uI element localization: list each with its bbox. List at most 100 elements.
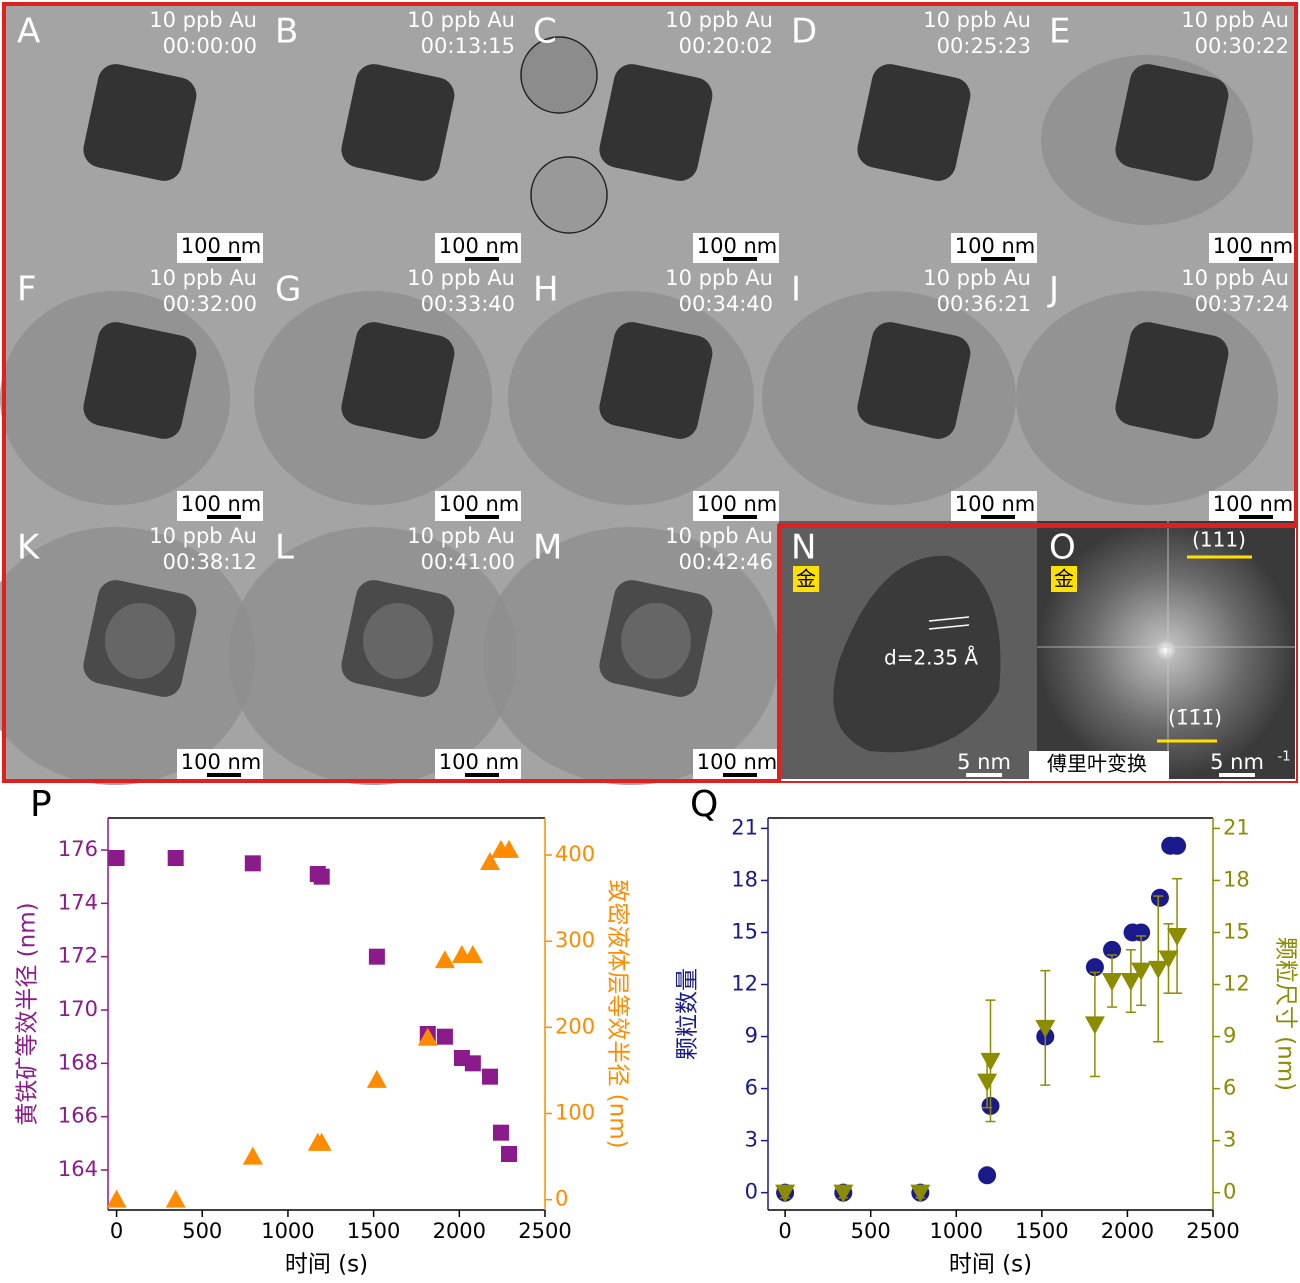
condition-label: 10 ppb Au — [407, 524, 515, 548]
time-label: 00:42:46 — [679, 550, 773, 574]
point — [1035, 1019, 1056, 1038]
panel-letter: Q — [690, 784, 718, 825]
image-panel: O金 (111) (1̄1̄1̄) 傅里叶变换 -1 5 nm — [1029, 521, 1295, 779]
y2-tick-label: 9 — [1223, 1024, 1236, 1048]
panel-letter: D — [791, 12, 817, 52]
panel-letter: P — [30, 784, 52, 825]
y2-tick-label: 18 — [1223, 867, 1250, 891]
x-tick-label: 2000 — [1101, 1219, 1154, 1243]
point — [434, 950, 455, 969]
caption-box — [1029, 751, 1169, 779]
particle-core — [621, 603, 691, 679]
x-axis-title: 时间 (s) — [285, 1252, 368, 1278]
y2-tick-label: 400 — [555, 842, 595, 866]
condition-label: 10 ppb Au — [665, 266, 773, 290]
y-tick-label: 12 — [731, 972, 758, 996]
particle — [599, 322, 713, 439]
time-label: 00:20:02 — [679, 34, 773, 58]
condition-label: 10 ppb Au — [407, 8, 515, 32]
y-tick-label: 174 — [58, 890, 98, 914]
y-tick-label: 6 — [745, 1076, 758, 1100]
time-label: 00:41:00 — [421, 550, 515, 574]
point — [1132, 923, 1151, 942]
element-tag: 金 — [1054, 567, 1074, 591]
panel-letter: H — [533, 270, 559, 310]
fft-image — [1037, 521, 1295, 779]
spot-label: (111) — [1192, 528, 1246, 552]
point — [1167, 927, 1188, 946]
point — [313, 868, 330, 885]
time-label: 00:30:22 — [1195, 34, 1289, 58]
particle — [83, 322, 197, 439]
tag-box — [1051, 566, 1077, 592]
point — [910, 1184, 931, 1203]
x-tick-label: 0 — [110, 1219, 123, 1243]
point — [106, 1189, 127, 1208]
scale-label: 100 nm — [181, 492, 262, 516]
y-tick-label: 9 — [745, 1024, 758, 1048]
y2-tick-label: 300 — [555, 928, 595, 952]
y-tick-label: 15 — [731, 919, 758, 943]
point — [499, 839, 520, 858]
point — [492, 1124, 509, 1141]
y-tick-label: 170 — [58, 997, 98, 1021]
x-tick-label: 500 — [851, 1219, 891, 1243]
scale-label: 100 nm — [1213, 492, 1294, 516]
condition-label: 10 ppb Au — [665, 8, 773, 32]
condition-label: 10 ppb Au — [1181, 266, 1289, 290]
time-label: 00:36:21 — [937, 292, 1031, 316]
condition-label: 10 ppb Au — [149, 8, 257, 32]
point — [977, 1073, 998, 1092]
point — [167, 850, 184, 866]
panel-letter: N — [791, 528, 816, 568]
point — [479, 851, 500, 870]
condition-label: 10 ppb Au — [665, 524, 773, 548]
particle — [1115, 322, 1229, 439]
particle — [1115, 64, 1229, 181]
point — [436, 1028, 453, 1045]
point — [1102, 973, 1123, 992]
particle — [341, 64, 455, 181]
particle — [857, 64, 971, 181]
y2-axis-title: 致密液体层等效半径 (nm) — [605, 879, 631, 1148]
y2-tick-label: 200 — [555, 1014, 595, 1038]
particle-core — [363, 603, 433, 679]
highlight-frame — [778, 523, 1298, 783]
point — [481, 1068, 498, 1085]
condition-label: 10 ppb Au — [149, 524, 257, 548]
point — [462, 944, 483, 963]
time-label: 00:34:40 — [679, 292, 773, 316]
nanoparticle — [833, 555, 1001, 753]
point — [775, 1184, 796, 1203]
y2-tick-label: 15 — [1223, 919, 1250, 943]
scale-label: 100 nm — [181, 750, 262, 774]
lattice-mark — [928, 624, 970, 630]
point — [1158, 950, 1179, 969]
x-tick-label: 2500 — [1186, 1219, 1239, 1243]
y2-axis-title: 颗粒尺寸 (nm) — [1273, 937, 1299, 1091]
panel-letter: I — [791, 270, 801, 310]
scale-label: 100 nm — [955, 492, 1036, 516]
point — [1168, 836, 1187, 855]
lattice-mark — [928, 616, 970, 622]
x-tick-label: 1000 — [261, 1219, 314, 1243]
image-panel: N金 d=2.35 Å 5 nm — [779, 521, 1037, 779]
condition-label: 10 ppb Au — [407, 266, 515, 290]
scale-label: 5 nm — [1210, 750, 1264, 774]
scale-label: 100 nm — [1213, 234, 1294, 258]
particle — [857, 322, 971, 439]
panel-letter: G — [275, 270, 301, 310]
point — [1148, 960, 1169, 979]
y-tick-label: 168 — [58, 1050, 98, 1074]
point — [417, 1027, 438, 1046]
scale-label: 100 nm — [697, 492, 778, 516]
scale-label: 100 nm — [439, 492, 520, 516]
point — [464, 1055, 481, 1072]
